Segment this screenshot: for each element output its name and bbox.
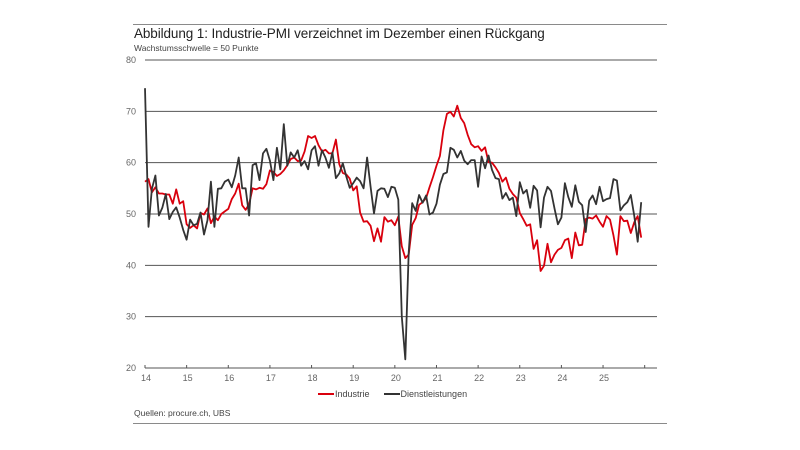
series-lines <box>144 88 643 361</box>
x-tick-label: 17 <box>266 373 276 383</box>
footer-rule <box>133 423 667 424</box>
legend-label-industrie: Industrie <box>335 389 370 399</box>
x-axis: 14 15 16 17 18 19 20 21 22 23 24 25 <box>141 365 657 383</box>
y-axis: 20 30 40 50 60 70 80 <box>126 55 136 373</box>
chart-subtitle: Wachstumsschwelle = 50 Punkte <box>134 43 259 53</box>
series-line-industrie <box>144 104 643 272</box>
y-tick-label: 20 <box>126 363 136 373</box>
legend-item-industrie: Industrie <box>318 389 370 399</box>
x-tick-label: 21 <box>432 373 442 383</box>
x-tick-label: 15 <box>183 373 193 383</box>
y-tick-label: 40 <box>126 260 136 270</box>
x-tick-label: 14 <box>141 373 151 383</box>
source-note: Quellen: procure.ch, UBS <box>134 408 231 418</box>
legend-swatch-industrie <box>318 393 334 395</box>
series-line-dienstleistungen <box>144 88 643 361</box>
x-tick-label: 18 <box>308 373 318 383</box>
chart-title: Abbildung 1: Industrie-PMI verzeichnet i… <box>134 26 545 41</box>
legend-swatch-dienstleistungen <box>383 393 400 395</box>
y-tick-label: 70 <box>126 106 136 116</box>
y-tick-label: 50 <box>126 209 136 219</box>
x-tick-label: 23 <box>516 373 526 383</box>
legend-item-dienstleistungen: Dienstleistungen <box>383 389 468 399</box>
y-tick-label: 80 <box>126 55 136 65</box>
x-tick-label: 25 <box>599 373 609 383</box>
x-tick-label: 22 <box>474 373 484 383</box>
title-rule <box>133 24 667 25</box>
legend-label-dienstleistungen: Dienstleistungen <box>400 389 468 399</box>
x-tick-label: 16 <box>224 373 234 383</box>
y-tick-label: 30 <box>126 312 136 322</box>
x-tick-label: 24 <box>557 373 567 383</box>
x-tick-label: 20 <box>391 373 401 383</box>
x-tick-label: 19 <box>349 373 359 383</box>
y-tick-label: 60 <box>126 158 136 168</box>
legend: Industrie Dienstleistungen <box>318 389 481 399</box>
